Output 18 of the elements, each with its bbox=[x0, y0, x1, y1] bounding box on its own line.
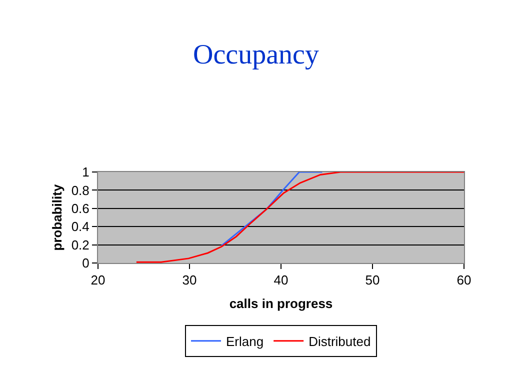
y-tick-label: 0.6 bbox=[71, 200, 90, 216]
x-tick-label: 30 bbox=[182, 272, 197, 288]
x-tick-label: 50 bbox=[365, 272, 380, 288]
chart-title: Occupancy bbox=[193, 40, 319, 71]
x-tick-label: 20 bbox=[90, 272, 106, 288]
y-tick-label: 1 bbox=[82, 164, 90, 180]
legend-label: Distributed bbox=[308, 334, 371, 349]
line-series bbox=[136, 172, 464, 263]
y-axis-title: probability bbox=[49, 184, 64, 251]
x-tick-label: 60 bbox=[456, 272, 472, 288]
x-axis-title: calls in progress bbox=[229, 296, 333, 312]
y-tick-label: 0.4 bbox=[71, 219, 90, 234]
y-tick-label: 0.8 bbox=[71, 182, 90, 198]
y-tick-label: 0 bbox=[82, 256, 90, 271]
legend-label: Erlang bbox=[226, 334, 264, 349]
line-series bbox=[220, 172, 323, 246]
x-tick-label: 40 bbox=[274, 272, 288, 288]
y-tick-label: 0.2 bbox=[71, 237, 90, 252]
